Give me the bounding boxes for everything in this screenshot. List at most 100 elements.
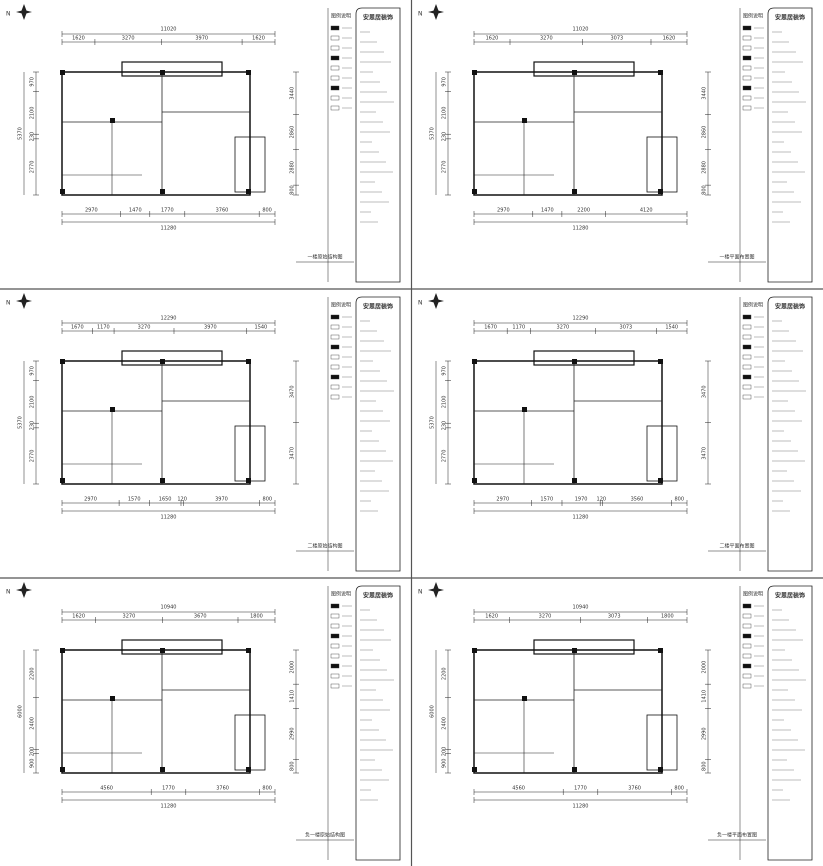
dimension-total: 11280 bbox=[161, 515, 177, 521]
dimension-label: 800 bbox=[290, 761, 296, 771]
title-frame bbox=[767, 7, 813, 283]
dimension-label: 3670 bbox=[194, 614, 207, 620]
legend-swatch bbox=[330, 613, 340, 619]
dimension-label: 200 bbox=[442, 747, 448, 757]
legend-swatch bbox=[330, 85, 340, 91]
legend-swatch bbox=[330, 633, 340, 639]
north-label: N bbox=[6, 11, 11, 18]
title-frame bbox=[355, 585, 401, 861]
legend-swatch bbox=[742, 603, 752, 609]
legend-swatch bbox=[330, 25, 340, 31]
plan-wing bbox=[533, 61, 635, 77]
drawing-panel: N 1620 3270 3970 1620 11020 2970 1470 1770 3760 80… bbox=[6, 4, 401, 283]
dimension-label: 800 bbox=[290, 185, 296, 195]
legend-swatch bbox=[742, 75, 752, 81]
north-label: N bbox=[418, 300, 423, 307]
legend-swatch bbox=[330, 65, 340, 71]
dimension-total: 5370 bbox=[430, 127, 436, 140]
dimension-label: 1620 bbox=[485, 614, 498, 620]
dimension-label: 3270 bbox=[557, 325, 570, 331]
dimension-label: 3970 bbox=[215, 497, 228, 503]
dimension-label: 1570 bbox=[540, 497, 553, 503]
drawing-title: 负一楼原始结构图 bbox=[305, 832, 345, 839]
dimension-label: 1620 bbox=[72, 614, 85, 620]
column bbox=[472, 478, 477, 483]
dimension-label: 3073 bbox=[620, 325, 633, 331]
legend-swatch bbox=[742, 314, 752, 320]
legend-swatch bbox=[742, 623, 752, 629]
dimension-total: 11280 bbox=[573, 515, 589, 521]
column bbox=[472, 189, 477, 194]
plan-outline bbox=[473, 649, 663, 774]
dimension-label: 2990 bbox=[702, 727, 708, 740]
legend-swatch bbox=[330, 673, 340, 679]
column bbox=[60, 359, 65, 364]
legend-swatch bbox=[330, 683, 340, 689]
legend-swatch bbox=[330, 623, 340, 629]
dimension-label: 230 bbox=[30, 132, 36, 142]
dimension-label: 200 bbox=[30, 747, 36, 757]
legend-swatch bbox=[742, 673, 752, 679]
dimension-total: 11020 bbox=[573, 27, 589, 33]
dimension-label: 1470 bbox=[129, 208, 142, 214]
plan-outline bbox=[61, 71, 251, 196]
dimension-label: 1770 bbox=[161, 208, 174, 214]
legend-swatch bbox=[330, 105, 340, 111]
dimension-label: 800 bbox=[262, 208, 272, 214]
column bbox=[572, 189, 577, 194]
dimension-label: 4560 bbox=[100, 786, 113, 792]
dimension-label: 970 bbox=[30, 77, 36, 87]
dimension-label: 2970 bbox=[496, 497, 509, 503]
drawing-title: 二楼原始结构图 bbox=[307, 543, 342, 550]
dimension-label: 1770 bbox=[162, 786, 175, 792]
title-frame bbox=[355, 296, 401, 572]
dimension-label: 2100 bbox=[442, 396, 448, 409]
plan-outline bbox=[61, 649, 251, 774]
dimension-label: 1800 bbox=[250, 614, 263, 620]
dimension-label: 3970 bbox=[195, 36, 208, 42]
legend-swatch bbox=[330, 354, 340, 360]
company-name: 安恩居装饰 bbox=[363, 592, 393, 600]
dimension-total: 6000 bbox=[430, 705, 436, 718]
legend-swatch bbox=[330, 374, 340, 380]
dimension-label: 2860 bbox=[290, 126, 296, 139]
dimension-total: 11280 bbox=[573, 804, 589, 810]
legend-swatch bbox=[742, 663, 752, 669]
plan-outline bbox=[61, 360, 251, 485]
dimension-label: 3440 bbox=[702, 87, 708, 100]
legend-header: 图例说明 bbox=[331, 302, 351, 309]
dimension-label: 1620 bbox=[252, 36, 265, 42]
dimension-total: 11280 bbox=[161, 804, 177, 810]
legend-swatch bbox=[742, 65, 752, 71]
column bbox=[572, 767, 577, 772]
dimension-label: 2100 bbox=[30, 396, 36, 409]
column bbox=[160, 189, 165, 194]
dimension-label: 120 bbox=[177, 497, 187, 503]
north-label: N bbox=[418, 11, 423, 18]
dimension-label: 1670 bbox=[71, 325, 84, 331]
column bbox=[658, 478, 663, 483]
dimension-label: 1570 bbox=[128, 497, 141, 503]
legend-swatch bbox=[330, 663, 340, 669]
column bbox=[472, 767, 477, 772]
dimension-total: 12290 bbox=[161, 316, 177, 322]
plan-outline bbox=[473, 71, 663, 196]
column bbox=[110, 696, 115, 701]
legend-header: 图例说明 bbox=[743, 302, 763, 309]
dimension-total: 11280 bbox=[573, 226, 589, 232]
dimension-label: 4120 bbox=[640, 208, 653, 214]
dimension-label: 2970 bbox=[85, 208, 98, 214]
title-frame bbox=[355, 7, 401, 283]
north-arrow bbox=[16, 582, 32, 598]
dimension-label: 1410 bbox=[702, 690, 708, 703]
legend-swatch bbox=[742, 613, 752, 619]
legend-swatch bbox=[330, 45, 340, 51]
company-name: 安恩居装饰 bbox=[775, 303, 805, 311]
legend-swatch bbox=[742, 344, 752, 350]
dimension-label: 2000 bbox=[290, 661, 296, 674]
legend-swatch bbox=[330, 653, 340, 659]
dimension-total: 5370 bbox=[18, 127, 24, 140]
dimension-label: 3270 bbox=[122, 36, 135, 42]
dimension-label: 800 bbox=[263, 497, 273, 503]
north-arrow bbox=[16, 4, 32, 20]
